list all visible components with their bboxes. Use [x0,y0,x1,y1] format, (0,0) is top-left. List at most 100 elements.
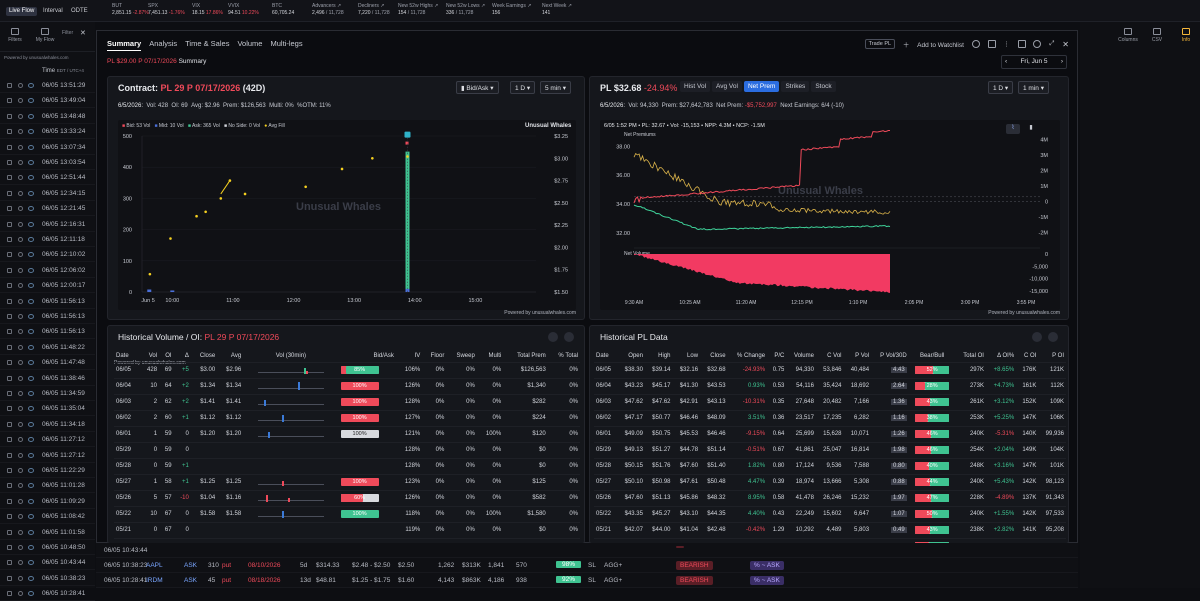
next-day-icon[interactable]: › [1060,58,1063,65]
table-row[interactable]: 06/05 12:51:44 [0,170,95,186]
bell-icon[interactable] [1033,40,1042,48]
screenshot-icon[interactable] [1017,40,1026,48]
ticker-item[interactable]: VIX 18.15 17.86% [192,3,223,17]
column-header[interactable]: IV [414,352,421,359]
table-row[interactable]: 06/05 10:28:41 [0,586,95,601]
table-row[interactable]: 06/05 11:22:29 [0,463,95,478]
eye-icon[interactable] [28,98,34,104]
pl-interval-select[interactable]: 1 min ▾ [1018,81,1049,94]
bookmark-icon[interactable] [7,344,12,350]
bidask-select[interactable]: ▮ Bid/Ask ▾ [456,81,499,94]
table-row[interactable]: 05/22 10 67 0 $1.58 $1.58 100% 118% 0% 0% 100% $1,5… [114,505,580,522]
interval-button[interactable]: Interval [43,8,63,14]
eye-icon[interactable] [28,113,34,119]
seg-net-prem[interactable]: Net Prem [743,81,780,92]
bookmark-icon[interactable] [7,314,12,319]
eye-icon[interactable] [28,129,34,135]
table-row[interactable]: 05/29 $49.13 $51.27 $44.78 $51.14 -0.51% 0.67 4… [594,441,1066,458]
eye-icon[interactable] [28,498,34,504]
table-row[interactable]: 06/05 12:10:02 [0,247,95,263]
copy-icon[interactable] [18,560,23,566]
copy-icon[interactable] [18,129,23,135]
table-row[interactable]: 06/05 10:38:23 AAPL ASK 310 put 08/10/2026 5d $… [96,558,1078,573]
table-row[interactable]: 05/27 1 58 +1 $1.25 $1.25 100% 123% 0% 0% 0% $125 0% [114,473,580,490]
bookmark-icon[interactable] [7,421,12,427]
table-row[interactable]: 06/05 10:38:23 [0,571,95,586]
table-row[interactable]: 05/20$42.61$44.20$41.87$42.662.57%0.6013… [594,537,1066,543]
column-header[interactable]: Date [596,352,609,359]
copy-icon[interactable] [18,252,23,258]
copy-icon[interactable] [18,545,23,550]
eye-icon[interactable] [28,314,34,319]
bookmark-icon[interactable] [7,237,12,242]
column-header[interactable]: Close [710,352,726,359]
table-row[interactable]: 06/05 11:27:12 [0,448,95,463]
candle-mode-icon[interactable]: ▮ [1029,125,1033,131]
eye-icon[interactable] [28,375,34,381]
bookmark-icon[interactable] [7,452,12,458]
trade-button[interactable]: Trade PL [864,39,896,49]
copy-icon[interactable] [18,206,23,212]
copy-icon[interactable] [18,144,23,150]
hist-pl-settings-icon[interactable] [1048,332,1058,342]
filter-input[interactable]: Filter [62,30,74,36]
table-row[interactable]: 06/05 11:35:04 [0,401,95,417]
eye-icon[interactable] [28,529,34,535]
table-row[interactable]: 06/05 10:43:44 [0,555,95,571]
bookmark-icon[interactable] [7,360,12,366]
eye-icon[interactable] [28,406,34,412]
line-mode-icon[interactable]: ⌇ [1006,124,1020,134]
table-row[interactable]: 06/05 12:11:18 [0,232,95,247]
copy-icon[interactable] [18,175,23,181]
table-row[interactable]: 06/01 $49.09 $50.75 $45.53 $46.46 -9.15% 0.64 2… [594,425,1066,442]
copy-icon[interactable] [18,529,23,535]
column-header[interactable]: Δ OI% [997,352,1015,359]
odte-button[interactable]: ODTE [71,8,88,14]
bookmark-icon[interactable] [7,252,12,258]
eye-icon[interactable] [28,575,34,581]
ticker-item[interactable]: Decliners ↗ 7,220 / 11,728 [358,3,390,17]
bookmark-icon[interactable] [7,129,12,135]
column-header[interactable]: % Total [558,352,578,359]
prev-day-icon[interactable]: ‹ [1005,58,1008,65]
table-row[interactable]: 06/05 11:56:13 [0,324,95,340]
copy-icon[interactable] [18,468,23,473]
interval-select[interactable]: 5 min ▾ [540,81,571,94]
bookmark-icon[interactable] [7,575,12,581]
column-header[interactable]: OI [165,352,172,359]
copy-icon[interactable] [18,83,23,88]
bookmark-icon[interactable] [7,206,12,212]
copy-icon[interactable] [18,221,23,227]
column-header[interactable]: C Vol [827,352,842,359]
bookmark-icon[interactable] [7,591,12,597]
hist-vol-settings-icon[interactable] [564,332,574,342]
table-row[interactable]: 05/22 $43.35 $45.27 $43.10 $44.35 4.40% 0.43 22… [594,505,1066,522]
copy-icon[interactable] [18,344,23,350]
column-header[interactable]: Total OI [963,352,984,359]
copy-icon[interactable] [18,267,23,273]
eye-icon[interactable] [28,267,34,273]
copy-icon[interactable] [18,113,23,119]
column-header[interactable]: P Vol/30D [880,352,907,359]
copy-icon[interactable] [18,483,23,489]
column-header[interactable]: Low [687,352,699,359]
table-row[interactable]: 05/21 0 67 0 119% 0% 0% 0% $0 0% [114,521,580,538]
range-select[interactable]: 1 D ▾ [510,81,536,94]
copy-icon[interactable] [18,375,23,381]
table-row[interactable]: 06/05 11:47:48 [0,355,95,371]
ticker-item[interactable]: BUT 2,851.15 -2.87% [112,3,149,17]
table-row[interactable]: 06/05 10:48:50 [0,540,95,555]
table-row[interactable]: 06/05 13:33:24 [0,124,95,140]
table-row[interactable]: 05/26 $47.60 $51.13 $45.86 $48.32 8.95% 0.58 41… [594,489,1066,506]
bookmark-icon[interactable] [7,298,12,304]
ticker-item[interactable]: SPX 7,451.13 -1.76% [148,3,185,17]
filters-tool[interactable]: Filters [0,28,30,43]
table-row[interactable]: 06/05 11:56:13 [0,309,95,324]
copy-icon[interactable] [18,575,23,581]
calculator-icon[interactable] [987,40,996,48]
close-filter-icon[interactable]: ✕ [80,30,86,37]
table-row[interactable]: 06/05 12:06:02 [0,263,95,278]
bookmark-icon[interactable] [7,406,12,412]
eye-icon[interactable] [28,545,34,550]
table-row[interactable]: 06/05 11:27:12 [0,432,95,448]
